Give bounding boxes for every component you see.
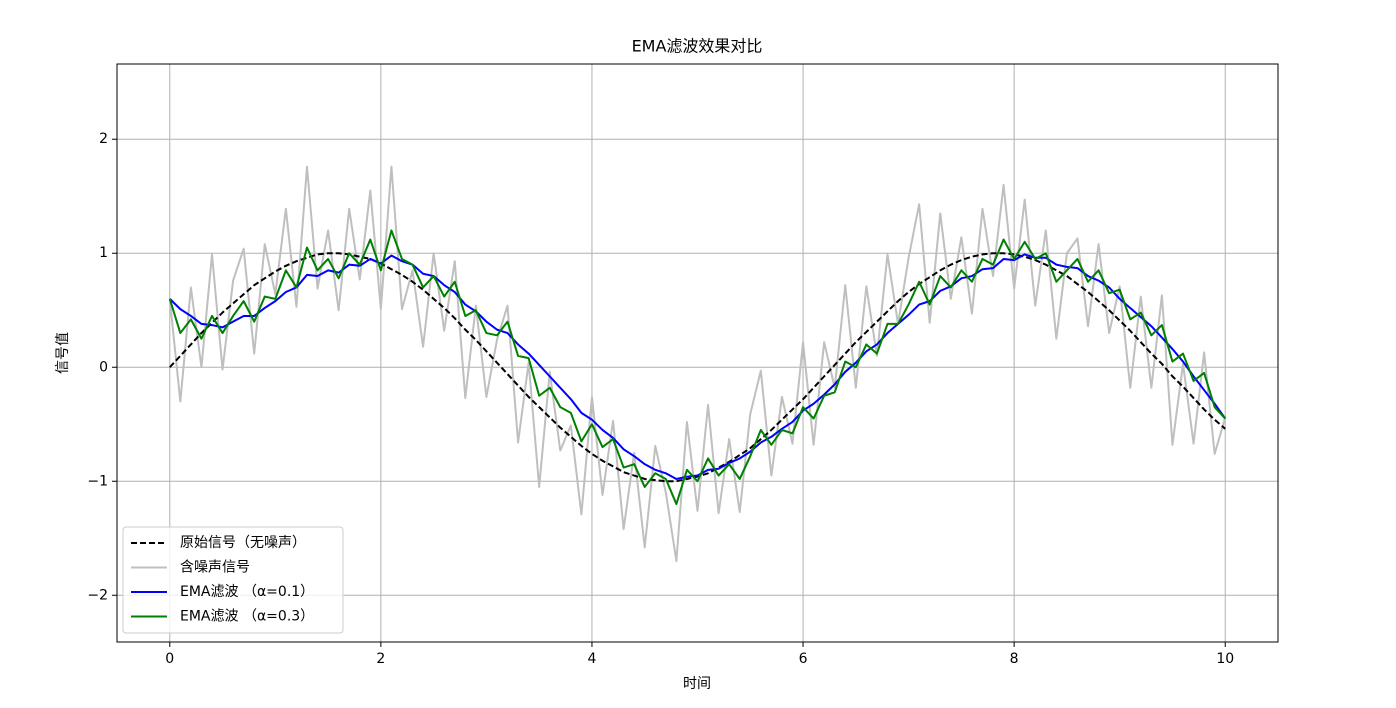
x-tick-label: 10 [1216, 651, 1234, 667]
y-tick-label: 2 [99, 131, 108, 147]
x-tick-label: 2 [376, 651, 385, 667]
y-axis-label: 信号值 [55, 332, 71, 374]
legend-label: 含噪声信号 [180, 560, 250, 576]
data-line [169, 252, 1226, 483]
data-line [168, 165, 1227, 563]
y-tick-label: −1 [87, 473, 108, 489]
legend-label: 原始信号（无噪声） [180, 535, 306, 551]
legend-label: EMA滤波 （α=0.1） [180, 584, 314, 600]
legend-box [122, 526, 344, 634]
x-axis-label: 时间 [683, 676, 711, 692]
x-tick-label: 8 [1010, 651, 1019, 667]
y-tick-label: 0 [99, 359, 108, 375]
legend-label: EMA滤波 （α=0.3） [180, 609, 314, 625]
plot-frame [116, 63, 1279, 643]
y-tick-label: −2 [87, 587, 108, 603]
y-tick-label: 1 [99, 245, 108, 261]
chart-title: EMA滤波效果对比 [632, 37, 763, 56]
x-tick-label: 6 [799, 651, 808, 667]
x-tick-label: 0 [165, 651, 174, 667]
data-line [168, 229, 1226, 506]
x-tick-label: 4 [587, 651, 596, 667]
